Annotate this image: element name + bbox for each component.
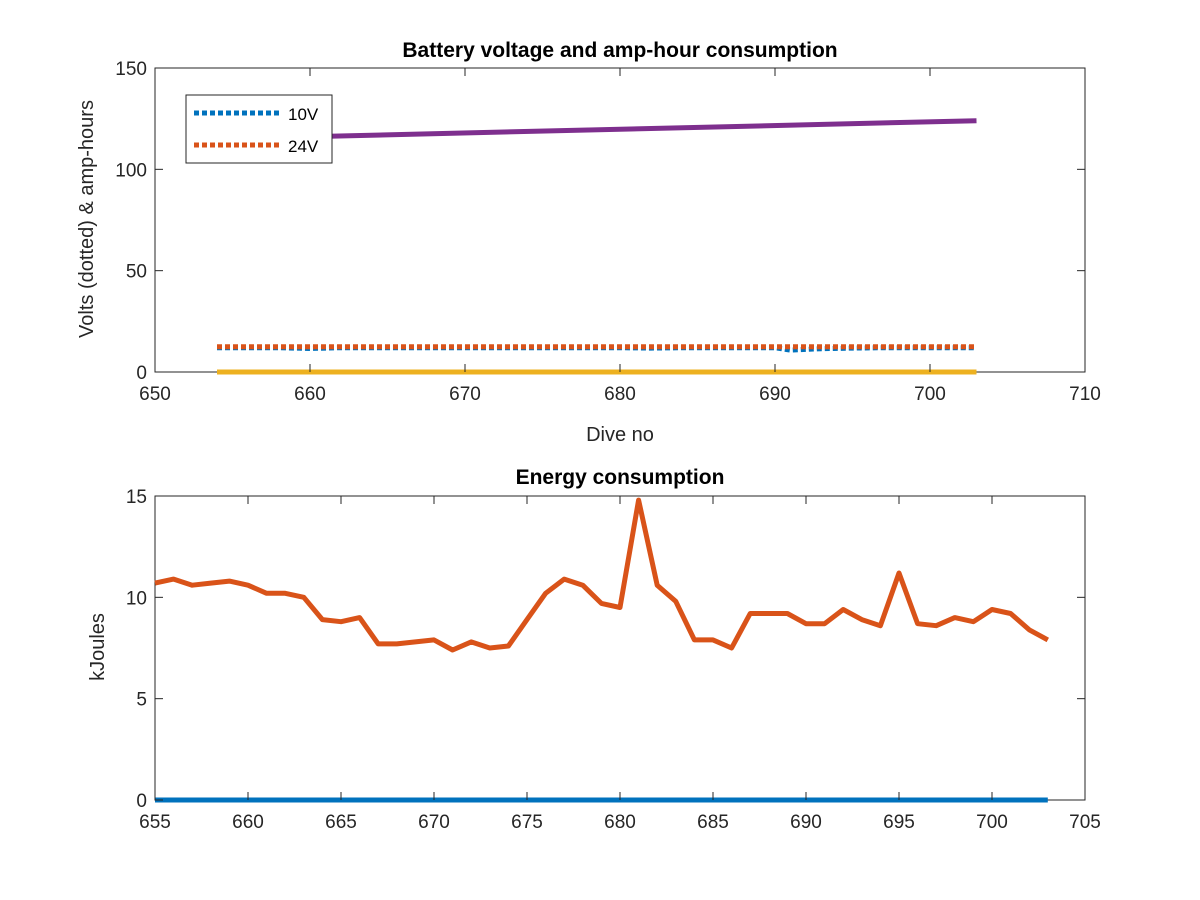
- legend-label-24v: 24V: [288, 137, 319, 156]
- chart-title: Battery voltage and amp-hour consumption: [402, 39, 837, 62]
- series-line-2: [216, 118, 977, 142]
- y-tick-label: 0: [136, 791, 147, 812]
- x-tick-label: 700: [914, 384, 946, 405]
- x-tick-label: 660: [232, 812, 264, 833]
- series-line-0: [154, 497, 1049, 653]
- chart-title: Energy consumption: [516, 466, 725, 489]
- y-axis-label: Volts (dotted) & amp-hours: [76, 100, 98, 338]
- y-tick-label: 150: [115, 59, 147, 80]
- x-tick-label: 660: [294, 384, 326, 405]
- legend: 10V 24V: [185, 94, 333, 164]
- x-tick-label: 710: [1069, 384, 1101, 405]
- x-tick-label: 650: [139, 384, 171, 405]
- x-tick-label: 670: [418, 812, 450, 833]
- y-tick-label: 50: [126, 262, 147, 283]
- plot-area: [154, 67, 1086, 373]
- x-tick-label: 695: [883, 812, 915, 833]
- x-tick-label: 700: [976, 812, 1008, 833]
- legend-box: [185, 94, 333, 164]
- x-tick-label: 675: [511, 812, 543, 833]
- voltage-amp-hour-chart: Battery voltage and amp-hour consumption…: [76, 39, 1101, 446]
- y-tick-label: 15: [126, 487, 147, 508]
- y-tick-label: 10: [126, 588, 147, 609]
- y-tick-label: 100: [115, 160, 147, 181]
- x-tick-label: 680: [604, 812, 636, 833]
- x-axis-label: Dive no: [586, 424, 654, 446]
- x-tick-label: 685: [697, 812, 729, 833]
- x-tick-label: 680: [604, 384, 636, 405]
- x-tick-label: 690: [759, 384, 791, 405]
- x-tick-label: 690: [790, 812, 822, 833]
- y-axis-label: kJoules: [87, 613, 109, 681]
- x-tick-label: 670: [449, 384, 481, 405]
- plot-area: [154, 495, 1086, 801]
- y-tick-label: 0: [136, 363, 147, 384]
- x-tick-label: 705: [1069, 812, 1101, 833]
- y-tick-label: 5: [136, 690, 147, 711]
- energy-consumption-chart: Energy consumption kJoules 655 660 665 670 6…: [87, 466, 1101, 833]
- legend-label-10v: 10V: [288, 105, 319, 124]
- x-tick-label: 665: [325, 812, 357, 833]
- x-tick-label: 655: [139, 812, 171, 833]
